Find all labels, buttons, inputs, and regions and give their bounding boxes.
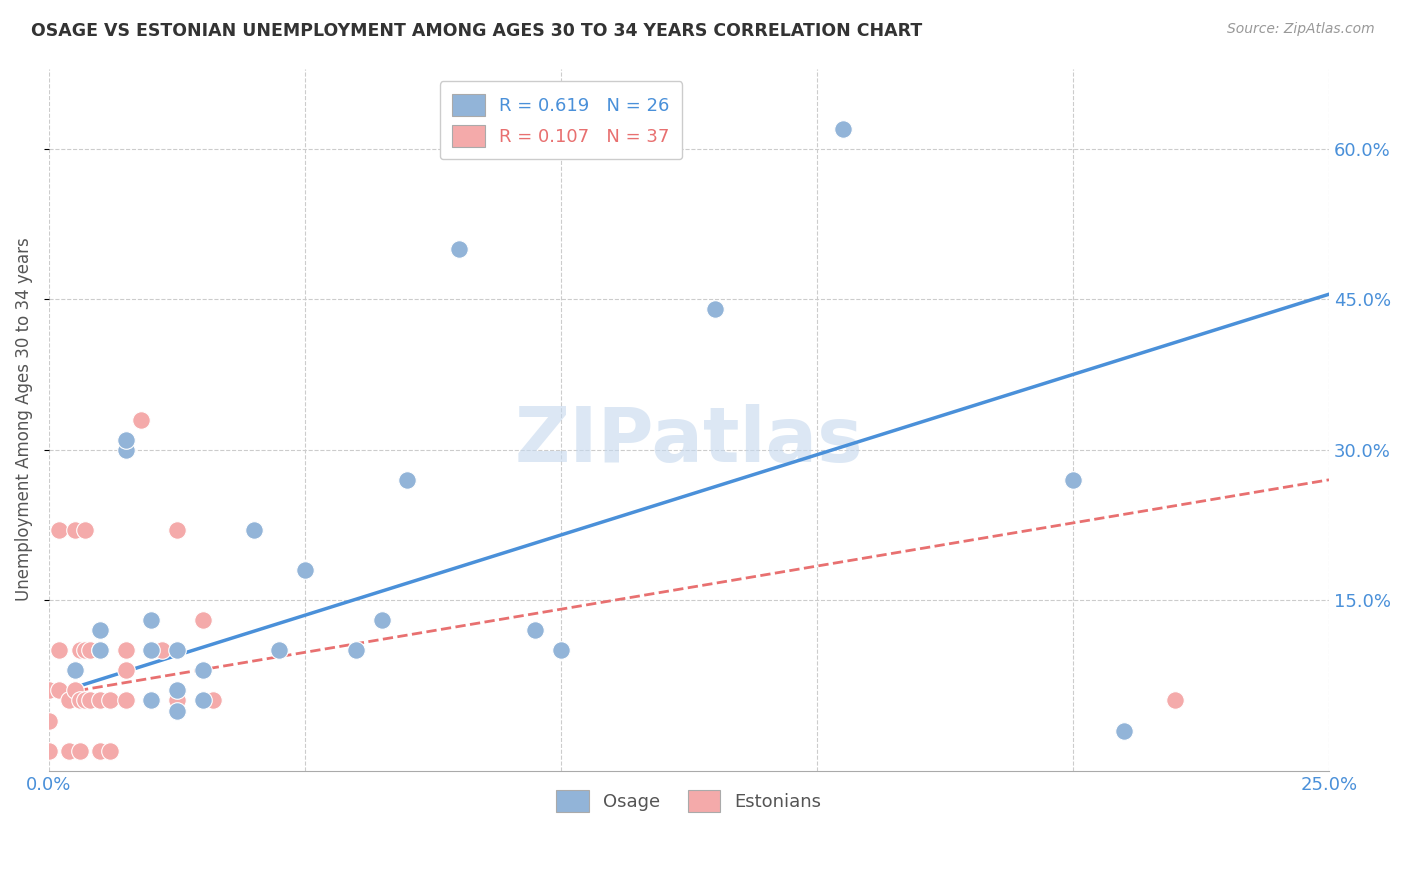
Point [63, 664, 86, 678]
Point [396, 473, 419, 487]
Point [524, 624, 547, 638]
Point [100, 744, 122, 758]
Point [63, 683, 86, 698]
Point [63, 523, 86, 537]
Point [38, 744, 60, 758]
Point [166, 683, 188, 698]
Point [141, 613, 163, 627]
Point [114, 433, 136, 447]
Point [73, 643, 96, 657]
Point [371, 613, 394, 627]
Point [100, 693, 122, 707]
Point [141, 693, 163, 707]
Point [242, 523, 264, 537]
Point [703, 302, 725, 317]
Point [73, 693, 96, 707]
Point [1164, 693, 1187, 707]
Point [1062, 473, 1084, 487]
Point [831, 121, 853, 136]
Point [191, 613, 214, 627]
Point [89, 624, 111, 638]
Point [201, 693, 224, 707]
Legend: Osage, Estonians: Osage, Estonians [544, 778, 834, 825]
Point [48, 523, 70, 537]
Point [141, 643, 163, 657]
Point [89, 744, 111, 758]
Point [1062, 473, 1084, 487]
Text: Source: ZipAtlas.com: Source: ZipAtlas.com [1227, 22, 1375, 37]
Point [69, 744, 91, 758]
Point [129, 412, 152, 426]
Point [166, 523, 188, 537]
Point [38, 714, 60, 728]
Point [79, 643, 101, 657]
Point [114, 643, 136, 657]
Point [48, 683, 70, 698]
Point [89, 643, 111, 657]
Point [344, 643, 367, 657]
Point [166, 704, 188, 718]
Point [38, 683, 60, 698]
Point [166, 693, 188, 707]
Point [269, 643, 291, 657]
Point [48, 643, 70, 657]
Text: OSAGE VS ESTONIAN UNEMPLOYMENT AMONG AGES 30 TO 34 YEARS CORRELATION CHART: OSAGE VS ESTONIAN UNEMPLOYMENT AMONG AGE… [31, 22, 922, 40]
Point [58, 693, 80, 707]
Point [447, 242, 470, 256]
Y-axis label: Unemployment Among Ages 30 to 34 years: Unemployment Among Ages 30 to 34 years [15, 238, 32, 601]
Point [114, 664, 136, 678]
Point [38, 744, 60, 758]
Point [114, 442, 136, 457]
Point [73, 523, 96, 537]
Point [79, 693, 101, 707]
Point [63, 664, 86, 678]
Point [69, 643, 91, 657]
Point [191, 664, 214, 678]
Point [1114, 723, 1136, 738]
Point [89, 643, 111, 657]
Point [550, 643, 572, 657]
Point [89, 693, 111, 707]
Point [69, 693, 91, 707]
Point [166, 643, 188, 657]
Text: ZIPatlas: ZIPatlas [515, 404, 863, 478]
Point [141, 693, 163, 707]
Point [58, 744, 80, 758]
Point [191, 693, 214, 707]
Point [150, 643, 173, 657]
Point [114, 693, 136, 707]
Point [294, 563, 316, 577]
